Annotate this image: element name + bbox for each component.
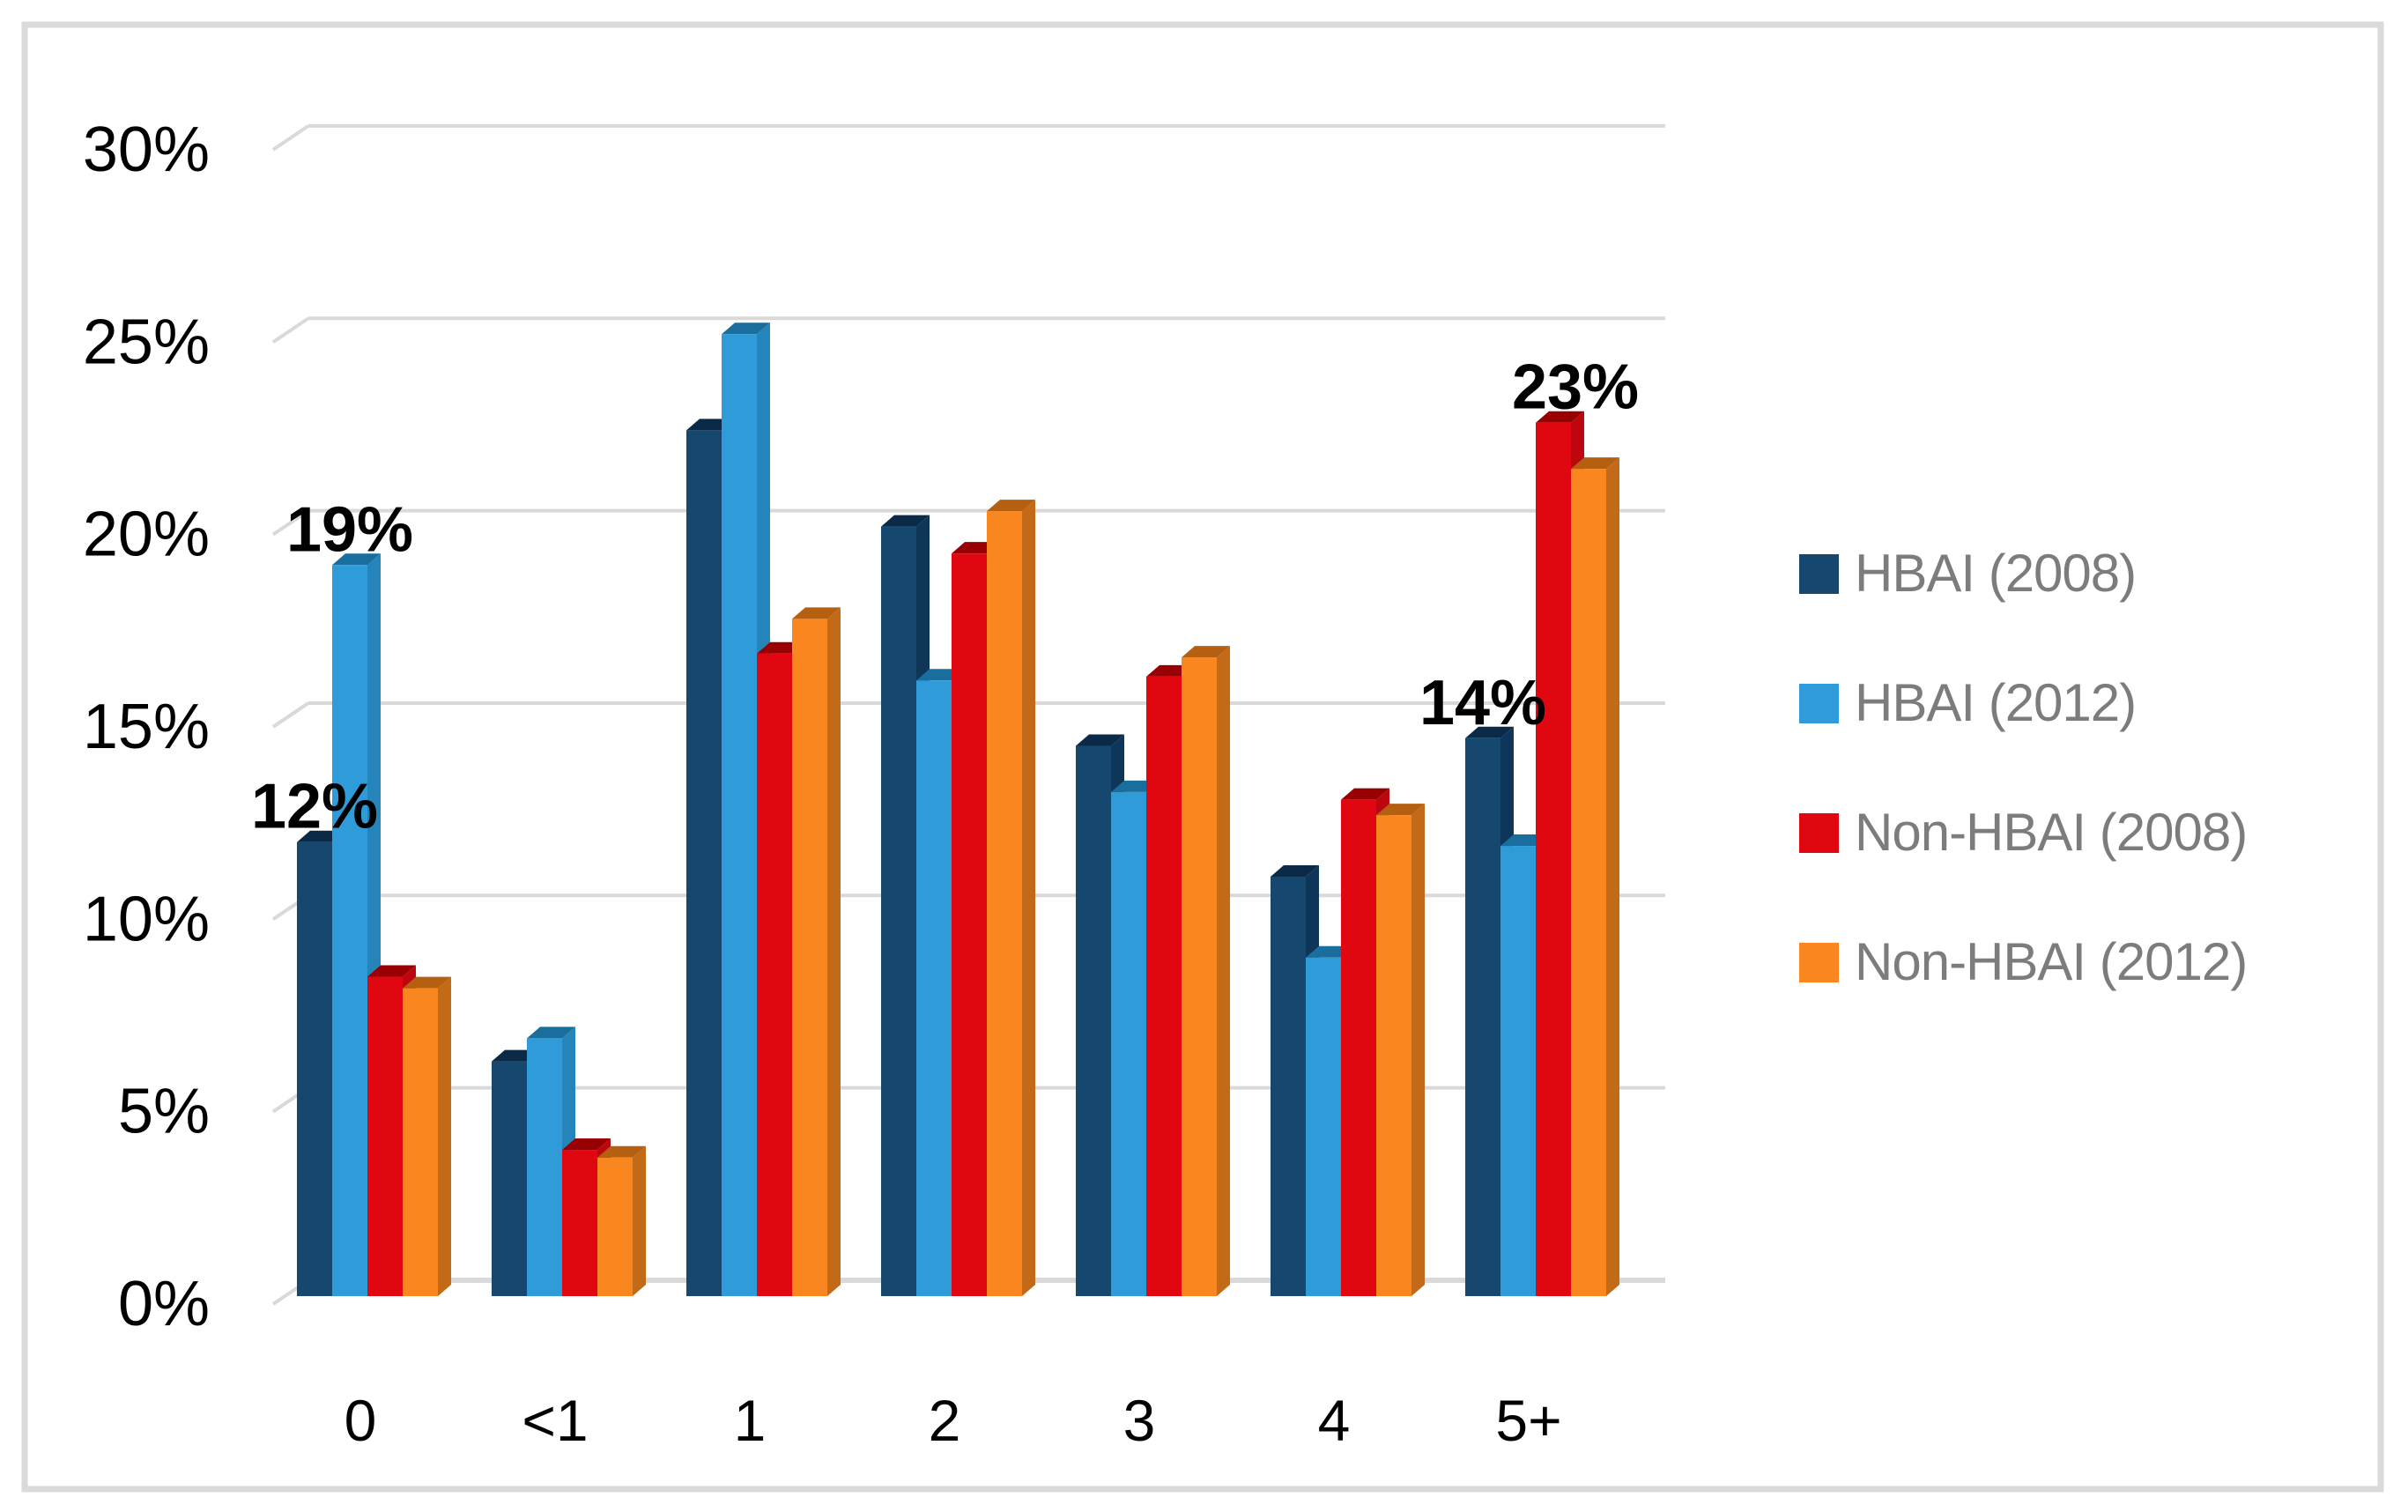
bar-side-face (1022, 500, 1035, 1296)
legend-label: HBAI (2012) (1855, 673, 2137, 732)
bar-0-non-hbai-2012- (403, 988, 438, 1296)
bar-2-hbai-2012- (916, 680, 952, 1296)
bar-0-non-hbai-2008- (367, 976, 403, 1296)
bar-3-non-hbai-2008- (1146, 676, 1182, 1296)
y-axis-tick-label: 15% (83, 692, 210, 762)
bar-top-face (1271, 864, 1319, 877)
bar-top-face (403, 976, 451, 989)
bar-4-non-hbai-2008- (1341, 799, 1376, 1296)
bar-<1-hbai-2008- (492, 1061, 527, 1296)
y-axis-tick-label: 30% (83, 115, 210, 185)
bar-top-face (1571, 457, 1619, 470)
bar-top-face (1076, 734, 1124, 746)
bar-1-hbai-2012- (722, 334, 757, 1296)
bar-1-non-hbai-2012- (792, 619, 827, 1296)
bar-top-face (1341, 788, 1389, 800)
bar-5+-hbai-2012- (1500, 846, 1536, 1296)
bar-top-face (881, 515, 930, 527)
bar-top-face (527, 1027, 575, 1039)
axis-depth-tick (271, 316, 310, 344)
legend-swatch-hbai-2012 (1799, 683, 1839, 723)
bar-4-hbai-2012- (1306, 957, 1341, 1296)
bar-top-face (332, 553, 381, 566)
x-axis-category-label: 0 (345, 1388, 377, 1453)
data-label: 19% (286, 494, 413, 565)
bar-top-face (1182, 646, 1230, 658)
bar-side-face (1606, 457, 1619, 1296)
bar-top-face (1465, 726, 1514, 738)
bar-<1-hbai-2012- (527, 1038, 562, 1296)
data-label: 14% (1419, 668, 1546, 738)
legend-swatch-non-hbai-2008 (1799, 812, 1839, 853)
bar-1-hbai-2008- (686, 430, 722, 1296)
bar-<1-non-hbai-2012- (597, 1157, 633, 1296)
bar-1-non-hbai-2008- (757, 653, 792, 1296)
bar-4-hbai-2008- (1271, 876, 1306, 1296)
y-axis-tick-label: 20% (83, 500, 210, 570)
bar-5+-non-hbai-2012- (1571, 469, 1606, 1296)
y-axis-tick-label: 5% (118, 1077, 210, 1147)
bar-side-face (633, 1145, 646, 1296)
bar-0-hbai-2008- (297, 841, 332, 1296)
legend-item: Non-HBAI (2012) (1799, 936, 2248, 989)
bar-3-hbai-2008- (1076, 745, 1111, 1296)
x-axis-category-label: 5+ (1495, 1388, 1561, 1453)
y-axis-tick-label: 0% (118, 1269, 210, 1339)
bar-top-face (597, 1145, 646, 1158)
bar-2-hbai-2008- (881, 526, 916, 1296)
bar-top-face (987, 500, 1035, 512)
data-label: 23% (1512, 352, 1639, 423)
bar-0-hbai-2012- (332, 565, 367, 1296)
bar-side-face (827, 607, 841, 1296)
bar-4-non-hbai-2012- (1376, 815, 1411, 1296)
bar-3-hbai-2012- (1111, 791, 1146, 1296)
legend-label: Non-HBAI (2008) (1855, 803, 2248, 862)
legend-label: Non-HBAI (2012) (1855, 932, 2248, 991)
x-axis-category-label: 4 (1318, 1388, 1351, 1453)
bar-top-face (1376, 804, 1425, 816)
bar-side-face (438, 976, 451, 1296)
bar-3-non-hbai-2012- (1182, 657, 1217, 1296)
legend-item: Non-HBAI (2008) (1799, 806, 2248, 859)
chart-outer-border (21, 21, 2384, 1493)
bar-5+-non-hbai-2008- (1536, 422, 1571, 1296)
bar-side-face (1411, 804, 1425, 1296)
bar-top-face (722, 322, 770, 335)
bar-5+-hbai-2008- (1465, 737, 1500, 1296)
legend-item: HBAI (2012) (1799, 677, 2137, 730)
bar-2-non-hbai-2008- (952, 553, 987, 1296)
legend-item: HBAI (2008) (1799, 547, 2137, 600)
y-axis-tick-label: 10% (83, 884, 210, 954)
bar-top-face (367, 965, 416, 977)
x-axis-category-label: 2 (929, 1388, 961, 1453)
legend-swatch-non-hbai-2012 (1799, 942, 1839, 982)
axis-depth-tick (271, 124, 310, 152)
axis-depth-tick (271, 508, 310, 537)
legend-label: HBAI (2008) (1855, 544, 2137, 603)
bar-<1-non-hbai-2008- (562, 1150, 597, 1296)
axis-depth-tick (271, 701, 310, 729)
y-axis-tick-label: 25% (83, 307, 210, 377)
bar-top-face (792, 607, 841, 619)
x-axis-category-label: 3 (1123, 1388, 1156, 1453)
x-axis-category-label: 1 (734, 1388, 767, 1453)
bar-top-face (562, 1138, 611, 1151)
legend-swatch-hbai-2008 (1799, 553, 1839, 594)
bar-side-face (1217, 646, 1230, 1296)
data-label: 12% (251, 772, 378, 842)
x-axis-category-label: <1 (522, 1388, 588, 1453)
bar-2-non-hbai-2012- (987, 511, 1022, 1296)
bar-top-face (1536, 411, 1584, 423)
